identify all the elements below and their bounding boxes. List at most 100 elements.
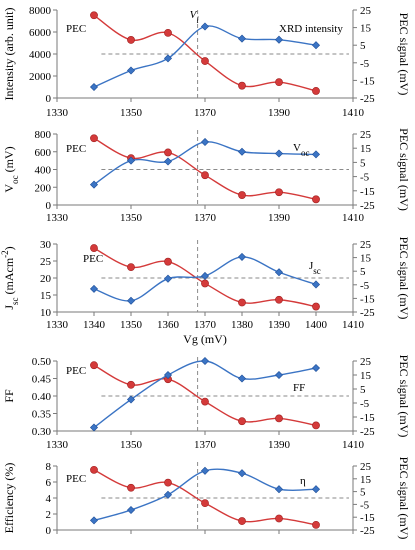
pec-point xyxy=(201,57,209,65)
ff-point xyxy=(237,374,247,383)
right-tick-label: 5 xyxy=(360,157,366,169)
jsc-point xyxy=(237,252,247,261)
right-tick-label: -25 xyxy=(360,525,375,537)
right-axis-title: PEC signal (mV) xyxy=(397,128,411,211)
right-tick-label: 25 xyxy=(360,129,372,141)
right-tick-label: -25 xyxy=(360,93,375,105)
panel-ff: 0.30 0.35 0.40 0.45 0.50 25 15 5 -5 -15 -25 1330 135… xyxy=(2,355,411,451)
right-tick-label: -5 xyxy=(360,398,370,410)
pec-point xyxy=(275,414,283,423)
pec-point xyxy=(238,517,246,525)
xrd-series-line xyxy=(93,25,317,88)
pec-point xyxy=(90,11,98,20)
right-axis-title: PEC signal (mV) xyxy=(397,13,411,96)
right-tick-label: 5 xyxy=(360,266,366,278)
pec-point xyxy=(275,78,283,87)
left-tick-label: 6 xyxy=(46,477,52,489)
x-tick-label: 1340 xyxy=(83,319,106,331)
right-axis-title: PEC signal (mV) xyxy=(397,457,411,540)
left-tick-label: 0.45 xyxy=(32,374,52,386)
right-tick-label: 15 xyxy=(360,474,372,486)
pec-label: PEC xyxy=(66,143,86,155)
x-tick-label: 1410 xyxy=(342,319,365,331)
x-tick-label: 1350 xyxy=(120,439,143,451)
ff-point xyxy=(163,370,173,380)
left-tick-label: 8000 xyxy=(29,5,52,17)
left-tick-label: 20 xyxy=(40,273,52,285)
pec-label: PEC xyxy=(66,23,86,35)
pec-point xyxy=(127,36,135,44)
right-tick-label: -15 xyxy=(360,293,375,305)
voc-point xyxy=(163,157,173,166)
xrd-point xyxy=(89,82,99,92)
voc-point xyxy=(200,137,210,147)
pec-point xyxy=(312,421,320,430)
xrd-point xyxy=(274,35,284,44)
right-tick-label: -15 xyxy=(360,75,375,87)
left-axis-title: Voc (mV) xyxy=(2,146,20,192)
pec-point xyxy=(90,134,98,143)
jsc-point xyxy=(89,284,99,293)
left-tick-label: 2 xyxy=(46,509,52,521)
x-tick-label: 1370 xyxy=(194,439,217,451)
efficiency-point xyxy=(311,485,321,494)
jsc-point xyxy=(311,280,321,289)
xrd-point xyxy=(163,54,173,63)
pec-point xyxy=(312,87,320,95)
right-axis-title: PEC signal (mV) xyxy=(397,237,411,320)
right-tick-label: 25 xyxy=(360,5,372,17)
pec-point xyxy=(238,298,246,307)
pec-point xyxy=(90,465,98,474)
pec-label: PEC xyxy=(83,253,103,265)
panel-xrd: 0 2000 4000 6000 8000 25 15 5 -5 -15 -25 1330 1350 13… xyxy=(2,5,411,119)
pec-point xyxy=(127,380,135,389)
x-tick-label: 1360 xyxy=(157,319,180,331)
xrd-point xyxy=(126,66,136,75)
voc-point xyxy=(89,180,99,189)
pec-label: PEC xyxy=(66,473,86,485)
left-tick-label: 0 xyxy=(46,525,52,537)
pec-point xyxy=(90,361,98,370)
right-tick-label: -25 xyxy=(360,307,375,319)
pec-point xyxy=(275,188,283,197)
pec-point xyxy=(201,499,209,508)
xrd-point xyxy=(200,22,210,31)
voc-point xyxy=(311,150,321,159)
x-axis-title: Vg (mV) xyxy=(183,332,227,346)
x-tick-label: 1410 xyxy=(342,107,365,119)
pec-point xyxy=(164,257,172,266)
left-tick-label: 2000 xyxy=(29,71,52,83)
x-tick-label: 1370 xyxy=(194,107,217,119)
pec-point xyxy=(201,279,209,288)
left-tick-label: 6000 xyxy=(29,27,52,39)
x-tick-label: 1330 xyxy=(46,439,69,451)
right-tick-label: 5 xyxy=(360,487,366,499)
jsc-label: Jsc xyxy=(309,260,321,276)
right-tick-label: -25 xyxy=(360,426,375,438)
x-tick-label: 1350 xyxy=(120,107,143,119)
ff-point xyxy=(311,363,321,373)
right-axis-title: PEC signal (mV) xyxy=(397,355,411,438)
pec-series-line xyxy=(93,469,317,526)
pec-point xyxy=(312,195,320,204)
xrd-point xyxy=(311,41,321,50)
pec-point xyxy=(127,263,135,272)
left-tick-label: 0.35 xyxy=(32,409,52,421)
ff-label: FF xyxy=(293,382,305,394)
pec-point xyxy=(201,171,209,180)
left-tick-label: 800 xyxy=(35,129,52,141)
left-tick-label: 0.40 xyxy=(32,391,52,403)
ff-point xyxy=(274,370,284,380)
pec-point xyxy=(312,302,320,311)
pec-point xyxy=(312,520,320,529)
right-tick-label: -15 xyxy=(360,512,375,524)
left-tick-label: 25 xyxy=(40,256,52,268)
ff-point xyxy=(89,423,99,432)
right-tick-label: 25 xyxy=(360,461,372,473)
vi-annotation: Vi xyxy=(190,9,200,25)
right-tick-label: 25 xyxy=(360,239,372,251)
x-tick-label: 1390 xyxy=(268,319,291,331)
pec-point xyxy=(238,81,246,90)
